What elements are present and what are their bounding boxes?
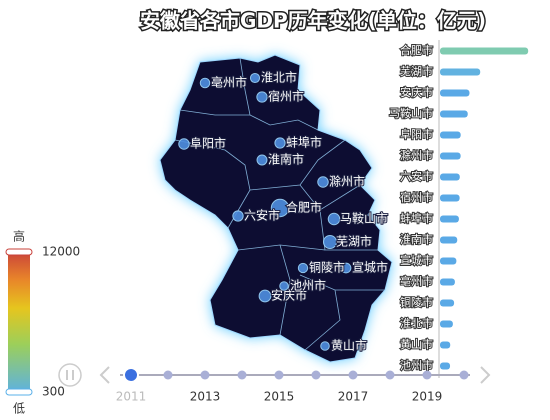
city-bubble bbox=[274, 137, 286, 149]
city-bubble bbox=[256, 154, 268, 166]
city-label: 滁州市 bbox=[329, 174, 365, 189]
city-bubble bbox=[258, 289, 272, 303]
visual-map-bar bbox=[8, 250, 30, 395]
timeline-label: 2017 bbox=[338, 390, 369, 404]
city-label: 铜陵市 bbox=[309, 260, 345, 275]
prev-button[interactable] bbox=[99, 366, 110, 384]
bar bbox=[440, 194, 460, 202]
category-label: 滁州市 bbox=[400, 148, 433, 162]
timeline-point[interactable] bbox=[348, 370, 358, 380]
bar bbox=[440, 299, 455, 307]
visual-map-handle[interactable] bbox=[5, 248, 33, 256]
city-label: 安庆市 bbox=[271, 288, 307, 303]
category-label: 阜阳市 bbox=[400, 127, 433, 141]
timeline-point[interactable] bbox=[422, 370, 432, 380]
category-label: 铜陵市 bbox=[400, 295, 433, 309]
bar bbox=[440, 215, 459, 223]
bar bbox=[440, 131, 461, 139]
bar bbox=[440, 236, 458, 244]
city-bubble bbox=[199, 77, 211, 89]
bar bbox=[440, 47, 529, 55]
city-label: 宿州市 bbox=[268, 89, 304, 104]
city-bubble bbox=[279, 281, 289, 291]
timeline-point[interactable] bbox=[200, 370, 210, 380]
category-label: 马鞍山市 bbox=[389, 106, 433, 120]
bar bbox=[440, 89, 470, 97]
title: 安徽省各市GDP历年变化(单位：亿元) bbox=[140, 9, 486, 33]
timeline-point[interactable] bbox=[459, 370, 469, 380]
city-bubble bbox=[327, 212, 341, 226]
city-label: 池州市 bbox=[290, 278, 326, 293]
play-button[interactable] bbox=[58, 363, 82, 387]
bar bbox=[440, 68, 481, 76]
city-label: 蚌埠市 bbox=[286, 135, 322, 150]
bar bbox=[440, 341, 451, 349]
visual-map-high: 高 bbox=[13, 229, 25, 244]
category-label: 亳州市 bbox=[400, 274, 433, 288]
city-bubble bbox=[232, 210, 244, 222]
visual-map-low: 低 bbox=[13, 402, 25, 416]
city-bubble bbox=[320, 341, 330, 351]
pause-icon bbox=[66, 370, 74, 380]
bar bbox=[440, 173, 460, 181]
visual-map-handle[interactable] bbox=[5, 388, 33, 396]
timeline-label: 2015 bbox=[264, 390, 295, 404]
city-label: 黄山市 bbox=[331, 338, 367, 353]
city-bubble bbox=[249, 72, 261, 84]
city-bubble bbox=[256, 91, 268, 103]
bar bbox=[440, 362, 451, 370]
category-label: 芜湖市 bbox=[400, 64, 433, 78]
city-bubble bbox=[317, 176, 329, 188]
city-label: 淮北市 bbox=[261, 70, 297, 85]
city-label: 芜湖市 bbox=[336, 234, 372, 249]
category-label: 合肥市 bbox=[400, 43, 433, 57]
timeline-label: 2013 bbox=[190, 390, 221, 404]
category-label: 宣城市 bbox=[400, 253, 433, 267]
category-label: 池州市 bbox=[400, 358, 433, 372]
category-label: 黄山市 bbox=[400, 337, 433, 351]
timeline-point[interactable] bbox=[274, 370, 284, 380]
city-bubble bbox=[270, 198, 290, 218]
visual-map-min: 300 bbox=[42, 385, 65, 399]
category-label: 安庆市 bbox=[400, 85, 433, 99]
category-label: 淮南市 bbox=[400, 232, 433, 246]
timeline-point[interactable] bbox=[311, 370, 321, 380]
city-label: 合肥市 bbox=[286, 200, 322, 215]
category-label: 蚌埠市 bbox=[400, 211, 433, 225]
timeline-current[interactable] bbox=[123, 367, 139, 383]
timeline-label: 2011 bbox=[116, 390, 147, 404]
city-bubble bbox=[178, 138, 190, 150]
bar bbox=[440, 152, 461, 160]
timeline-label: 2019 bbox=[412, 390, 443, 404]
city-label: 宣城市 bbox=[352, 260, 388, 275]
city-bubble bbox=[322, 234, 338, 250]
city-label: 阜阳市 bbox=[190, 136, 226, 151]
city-bubble bbox=[340, 262, 352, 274]
bar bbox=[440, 320, 453, 328]
category-label: 六安市 bbox=[400, 169, 433, 183]
timeline-point[interactable] bbox=[237, 370, 247, 380]
bar bbox=[440, 110, 468, 118]
category-label: 淮北市 bbox=[400, 316, 433, 330]
city-label: 淮南市 bbox=[268, 152, 304, 167]
city-label: 六安市 bbox=[244, 208, 280, 223]
category-label: 宿州市 bbox=[400, 190, 433, 204]
city-label: 亳州市 bbox=[211, 75, 247, 90]
bar bbox=[440, 257, 457, 265]
visual-map-max: 12000 bbox=[42, 245, 80, 259]
timeline-point[interactable] bbox=[385, 370, 395, 380]
bar bbox=[440, 278, 455, 286]
next-button[interactable] bbox=[480, 366, 491, 384]
city-borders bbox=[174, 57, 385, 351]
timeline-point[interactable] bbox=[163, 370, 173, 380]
city-bubble bbox=[297, 262, 309, 274]
city-label: 马鞍山市 bbox=[340, 211, 388, 226]
